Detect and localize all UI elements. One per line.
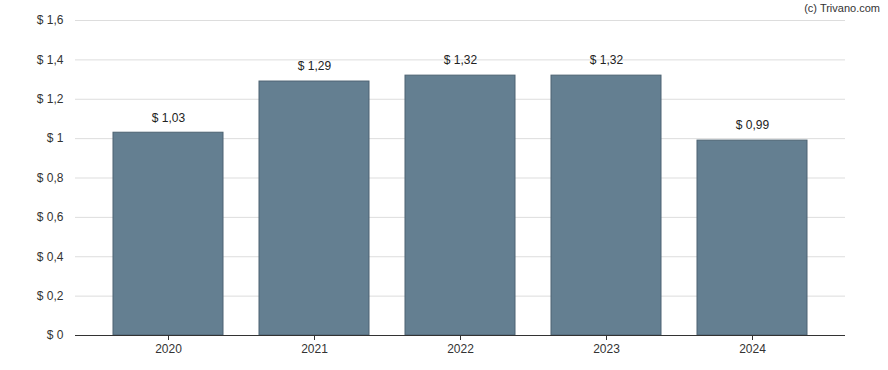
svg-text:$ 1,32: $ 1,32 [590, 53, 624, 67]
svg-text:$ 1: $ 1 [47, 131, 64, 145]
svg-text:$ 0: $ 0 [47, 328, 64, 342]
svg-text:2021: 2021 [301, 342, 328, 356]
svg-text:$ 1,6: $ 1,6 [37, 13, 64, 27]
svg-text:$ 0,6: $ 0,6 [37, 210, 64, 224]
svg-text:$ 0,8: $ 0,8 [37, 171, 64, 185]
svg-text:$ 1,2: $ 1,2 [37, 92, 64, 106]
svg-text:2023: 2023 [593, 342, 620, 356]
html-text:(c) Trivano.com: (c) Trivano.com [804, 2, 880, 14]
svg-text:$ 0,99: $ 0,99 [736, 118, 770, 132]
svg-text:$ 0,4: $ 0,4 [37, 250, 64, 264]
svg-text:$ 1,03: $ 1,03 [152, 111, 186, 125]
svg-text:$ 1,29: $ 1,29 [298, 59, 332, 73]
svg-text:2024: 2024 [739, 342, 766, 356]
svg-text:$ 1,32: $ 1,32 [444, 53, 478, 67]
svg-text:2022: 2022 [447, 342, 474, 356]
svg-text:$ 0,2: $ 0,2 [37, 289, 64, 303]
svg-text:2020: 2020 [155, 342, 182, 356]
svg-text:$ 1,4: $ 1,4 [37, 53, 64, 67]
